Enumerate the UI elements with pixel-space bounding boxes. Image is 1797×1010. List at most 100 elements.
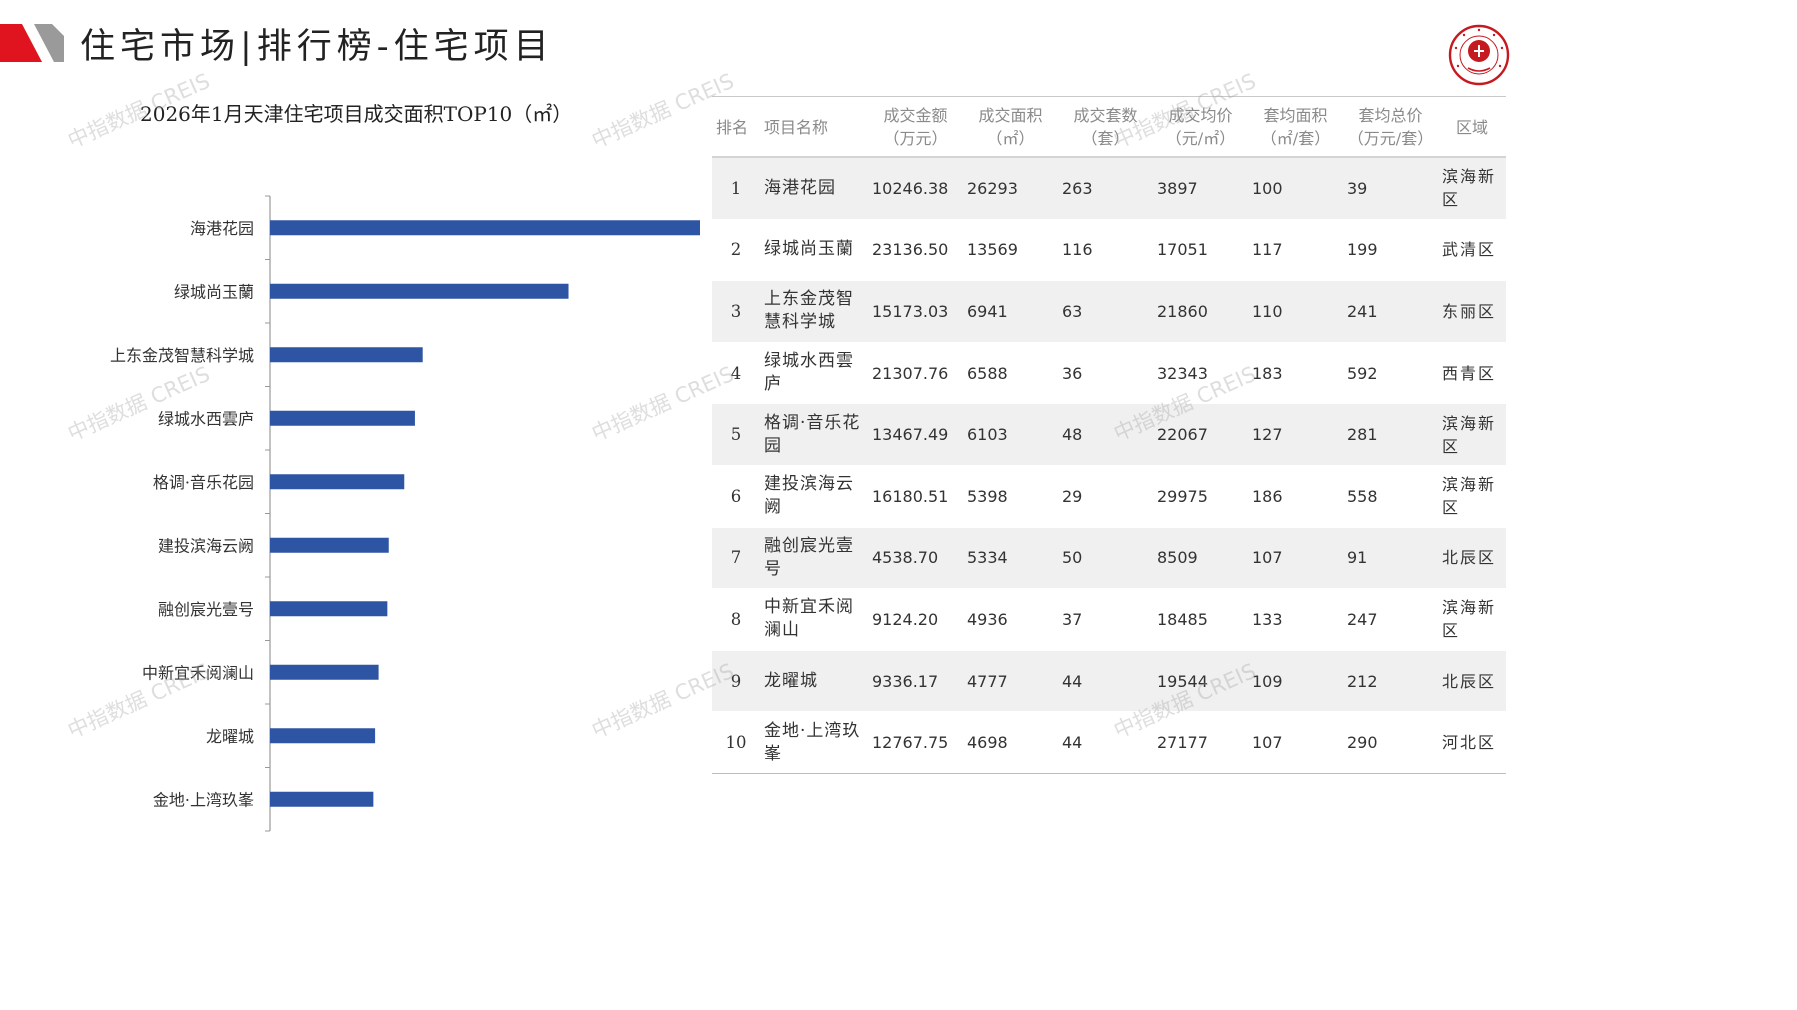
amount-cell: 21307.76 [868,342,963,405]
avg-area-cell: 186 [1248,465,1343,528]
avg-total-cell: 91 [1343,527,1438,590]
bar-chart: 海港花园绿城尚玉蘭上东金茂智慧科学城绿城水西雲庐格调·音乐花园建投滨海云阙融创宸… [110,195,700,832]
project-name-cell: 建投滨海云阙 [760,465,868,528]
category-label: 格调·音乐花园 [153,473,254,492]
district-cell: 滨海新区 [1438,157,1506,220]
district-cell: 北辰区 [1438,650,1506,713]
avg-total-cell: 558 [1343,465,1438,528]
avg-price-cell: 32343 [1153,342,1248,405]
avg-area-cell: 117 [1248,219,1343,282]
table-row: 10 金地·上湾玖峯 12767.75 4698 44 27177 107 290 河北区 [712,711,1506,774]
units-cell: 44 [1058,650,1153,713]
amount-cell: 9124.20 [868,588,963,651]
district-cell: 北辰区 [1438,527,1506,590]
units-cell: 37 [1058,588,1153,651]
corner-logo-icon [0,24,64,62]
amount-cell: 15173.03 [868,280,963,343]
avg-area-cell: 109 [1248,650,1343,713]
column-header: 套均总价 （万元/套） [1343,98,1438,158]
page-title: 住宅市场|排行榜-住宅项目 [80,27,554,67]
amount-cell: 9336.17 [868,650,963,713]
rank-cell: 7 [712,527,760,590]
avg-total-cell: 212 [1343,650,1438,713]
project-name-cell: 金地·上湾玖峯 [760,711,868,774]
project-name-cell: 龙曜城 [760,650,868,713]
units-cell: 36 [1058,342,1153,405]
area-cell: 5334 [963,527,1058,590]
district-cell: 东丽区 [1438,280,1506,343]
column-header: 套均面积 （㎡/套） [1248,98,1343,158]
rank-cell: 5 [712,403,760,466]
units-cell: 50 [1058,527,1153,590]
avg-area-cell: 110 [1248,280,1343,343]
avg-total-cell: 281 [1343,403,1438,466]
bar [270,347,423,363]
units-cell: 63 [1058,280,1153,343]
area-cell: 26293 [963,157,1058,220]
units-cell: 29 [1058,465,1153,528]
column-header: 项目名称 [760,98,868,158]
avg-area-cell: 107 [1248,711,1343,774]
bar [270,537,389,553]
column-header: 区域 [1438,98,1506,158]
category-label: 上东金茂智慧科学城 [110,346,254,365]
area-cell: 4698 [963,711,1058,774]
area-cell: 6103 [963,403,1058,466]
category-label: 海港花园 [190,219,254,238]
project-name-cell: 融创宸光壹号 [760,527,868,590]
category-label: 金地·上湾玖峯 [153,790,254,809]
avg-total-cell: 247 [1343,588,1438,651]
project-name-cell: 绿城水西雲庐 [760,342,868,405]
avg-total-cell: 241 [1343,280,1438,343]
avg-price-cell: 21860 [1153,280,1248,343]
chart-title: 2026年1月天津住宅项目成交面积TOP10（㎡） [140,102,573,126]
amount-cell: 12767.75 [868,711,963,774]
rank-cell: 1 [712,157,760,220]
category-label: 建投滨海云阙 [158,536,254,555]
amount-cell: 23136.50 [868,219,963,282]
column-header: 排名 [712,98,760,158]
avg-total-cell: 290 [1343,711,1438,774]
category-label: 融创宸光壹号 [158,600,254,619]
project-name-cell: 中新宜禾阅澜山 [760,588,868,651]
bar [270,410,415,426]
avg-price-cell: 3897 [1153,157,1248,220]
bar [270,664,379,680]
brand-seal-icon [1448,24,1510,86]
amount-cell: 16180.51 [868,465,963,528]
amount-cell: 4538.70 [868,527,963,590]
avg-price-cell: 29975 [1153,465,1248,528]
avg-price-cell: 8509 [1153,527,1248,590]
avg-area-cell: 100 [1248,157,1343,220]
district-cell: 滨海新区 [1438,403,1506,466]
avg-price-cell: 17051 [1153,219,1248,282]
bar [270,791,374,807]
avg-area-cell: 127 [1248,403,1343,466]
avg-price-cell: 27177 [1153,711,1248,774]
table-row: 3 上东金茂智慧科学城 15173.03 6941 63 21860 110 241 东丽区 [712,280,1506,343]
district-cell: 西青区 [1438,342,1506,405]
table-row: 4 绿城水西雲庐 21307.76 6588 36 32343 183 592 西青区 [712,342,1506,405]
avg-total-cell: 199 [1343,219,1438,282]
column-header: 成交套数 （套） [1058,98,1153,158]
units-cell: 48 [1058,403,1153,466]
avg-price-cell: 22067 [1153,403,1248,466]
project-name-cell: 格调·音乐花园 [760,403,868,466]
area-cell: 4777 [963,650,1058,713]
district-cell: 河北区 [1438,711,1506,774]
bar [270,283,569,299]
avg-area-cell: 133 [1248,588,1343,651]
area-cell: 13569 [963,219,1058,282]
bar [270,474,405,490]
avg-total-cell: 592 [1343,342,1438,405]
table-row: 6 建投滨海云阙 16180.51 5398 29 29975 186 558 滨海新区 [712,465,1506,528]
area-cell: 4936 [963,588,1058,651]
table-row: 9 龙曜城 9336.17 4777 44 19544 109 212 北辰区 [712,650,1506,713]
rank-cell: 9 [712,650,760,713]
avg-total-cell: 39 [1343,157,1438,220]
amount-cell: 13467.49 [868,403,963,466]
column-header: 成交金额 （万元） [868,98,963,158]
table-header-row: 排名 项目名称 成交金额 （万元） 成交面积 （㎡） 成交套数 （套） 成交均价 （元/㎡… [712,98,1506,158]
category-label: 绿城水西雲庐 [158,409,254,428]
rank-cell: 4 [712,342,760,405]
